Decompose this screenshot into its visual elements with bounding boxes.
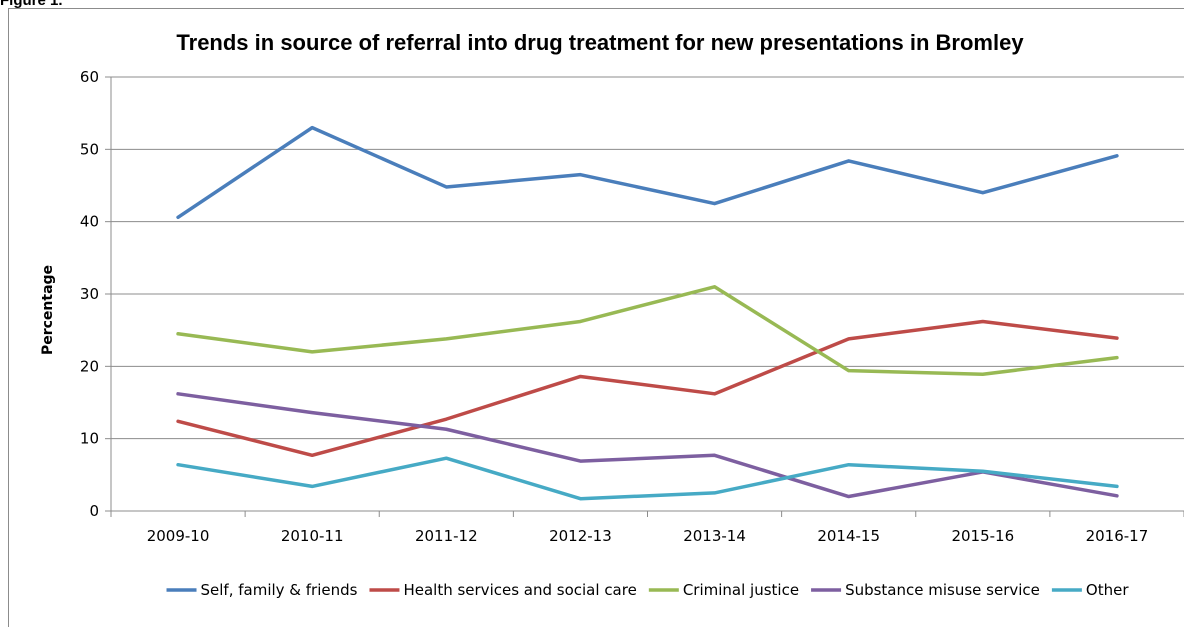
- legend-label: Health services and social care: [403, 581, 636, 599]
- x-tick-label: 2012-13: [549, 527, 612, 545]
- series-line-3: [176, 392, 1119, 499]
- legend-label: Other: [1086, 581, 1129, 599]
- legend: Self, family & friends Health services an…: [166, 581, 1129, 599]
- series-lines: [176, 125, 1119, 501]
- x-tick-labels: 2009-10 2010-11 2011-12 2012-13 2013-14 2014-…: [110, 511, 1184, 545]
- series-line-4: [176, 456, 1119, 501]
- x-tick-label: 2016-17: [1086, 527, 1149, 545]
- x-tick-label: 2011-12: [415, 527, 478, 545]
- y-tick-labels: 0 10 20 30 40 50 60: [80, 68, 99, 520]
- x-tick-label: 2013-14: [683, 527, 746, 545]
- x-tick-label: 2014-15: [817, 527, 880, 545]
- series-line-0: [176, 125, 1119, 220]
- series-line-2: [176, 285, 1119, 377]
- legend-label: Criminal justice: [683, 581, 799, 599]
- figure-label: Figure 1.: [0, 0, 63, 9]
- series-line-1: [176, 319, 1119, 458]
- y-axis-label: Percentage: [40, 265, 56, 355]
- y-tick-label: 60: [80, 68, 99, 86]
- chart-title: Trends in source of referral into drug t…: [176, 30, 1024, 55]
- legend-label: Self, family & friends: [201, 581, 358, 599]
- x-tick-label: 2015-16: [951, 527, 1014, 545]
- y-tick-label: 10: [80, 430, 99, 448]
- chart-frame: [8, 8, 1184, 627]
- y-tick-label: 40: [80, 213, 99, 231]
- gridlines: [105, 76, 1184, 512]
- x-tick-label: 2009-10: [147, 527, 210, 545]
- x-tick-label: 2010-11: [281, 527, 344, 545]
- y-tick-label: 30: [80, 285, 99, 303]
- y-tick-label: 50: [80, 140, 99, 158]
- legend-label: Substance misuse service: [845, 581, 1040, 599]
- y-tick-label: 20: [80, 357, 99, 375]
- y-tick-label: 0: [89, 502, 99, 520]
